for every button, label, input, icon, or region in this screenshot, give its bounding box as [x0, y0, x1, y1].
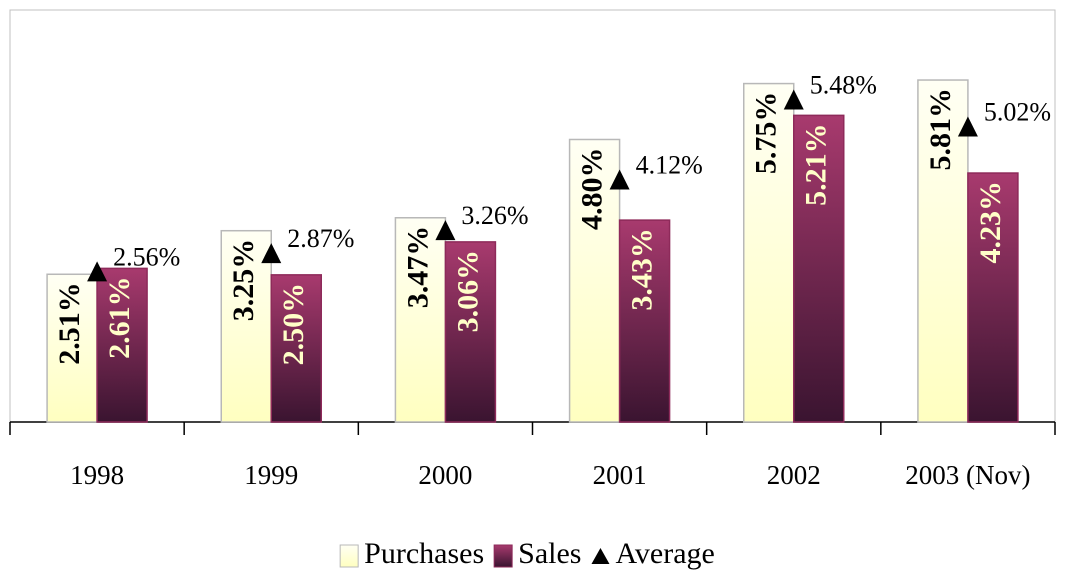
- bar: [96, 267, 148, 423]
- data-label: 4.80%: [575, 147, 608, 230]
- bar: [46, 273, 98, 423]
- average-marker: [87, 261, 108, 282]
- bar: [917, 79, 969, 423]
- data-label: 4.23%: [974, 181, 1007, 264]
- legend-swatch: [591, 548, 610, 564]
- x-tick-label: 2002: [767, 460, 821, 490]
- average-marker: [261, 243, 282, 264]
- x-tick-label: 1999: [244, 460, 298, 490]
- average-marker: [435, 220, 456, 241]
- bar: [270, 274, 322, 423]
- bar: [967, 172, 1019, 423]
- average-label: 4.12%: [636, 150, 703, 179]
- average-marker: [609, 169, 630, 190]
- average-label: 5.48%: [810, 70, 877, 99]
- data-label: 2.50%: [277, 283, 310, 366]
- average-marker: [957, 116, 978, 137]
- bar: [743, 82, 795, 423]
- average-label: 2.56%: [113, 242, 180, 271]
- data-label: 2.61%: [103, 276, 136, 359]
- average-marker: [783, 89, 804, 110]
- bar: [394, 217, 447, 423]
- data-label: 5.81%: [924, 88, 957, 171]
- bar: [793, 114, 845, 423]
- bar: [444, 241, 497, 423]
- plot-area: [9, 9, 1056, 423]
- legend-swatch: [339, 544, 359, 568]
- data-label: 3.06%: [451, 250, 484, 332]
- average-label: 2.87%: [287, 224, 354, 253]
- legend-label: Purchases: [364, 537, 484, 570]
- legend-label: Average: [615, 537, 714, 570]
- x-tick-label: 2001: [593, 460, 647, 490]
- data-label: 3.47%: [401, 226, 434, 309]
- average-label: 5.02%: [984, 98, 1051, 127]
- legend-label: Sales: [518, 537, 581, 570]
- x-tick-label: 1998: [70, 460, 124, 490]
- data-label: 3.25%: [227, 239, 260, 322]
- data-label: 5.75%: [750, 92, 783, 175]
- x-tick-label: 2003 (Nov): [905, 460, 1030, 490]
- bar: [618, 219, 671, 423]
- data-label: 3.43%: [625, 228, 658, 311]
- x-tick-label: 2000: [418, 460, 472, 490]
- data-label: 5.21%: [800, 123, 833, 205]
- legend-swatch: [493, 544, 513, 568]
- average-label: 3.26%: [461, 201, 528, 230]
- data-label: 2.51%: [53, 282, 86, 365]
